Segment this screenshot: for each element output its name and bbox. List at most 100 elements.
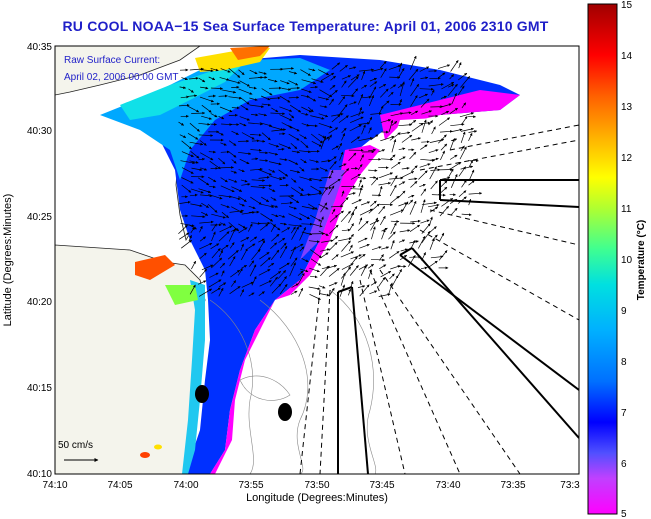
current-vector [450,207,458,216]
current-vector [349,66,357,70]
current-vector [188,88,194,93]
current-vector [238,203,245,207]
current-vector [179,134,187,138]
current-vector [238,196,247,202]
current-vector [279,95,291,103]
current-vector [461,213,472,217]
current-vector [439,232,445,242]
current-vector [341,80,347,88]
current-vector [270,249,280,261]
current-vector [438,72,446,78]
land-long-island [55,46,201,96]
current-vector [319,105,328,109]
current-vector [308,286,321,291]
current-vector [349,265,359,276]
radar-dashed-lines [299,124,579,474]
current-vector [297,270,304,276]
current-vector [348,288,352,296]
current-vector [460,116,468,126]
current-vector [388,91,394,98]
current-vector [208,76,216,81]
current-vector [389,184,397,197]
current-vector [397,84,404,89]
current-vector [410,219,421,223]
current-vector [248,205,256,210]
current-vector [420,158,435,162]
current-vector [438,134,447,144]
current-vector [231,85,240,89]
current-vector [370,217,379,231]
current-vector [420,266,428,270]
current-vector [358,253,366,260]
current-vector [309,192,323,196]
current-vector [341,240,351,252]
current-vector [249,69,258,75]
current-vector [187,133,199,140]
current-vector [310,185,322,193]
current-vector [397,68,405,79]
current-vector [311,140,322,147]
current-vector [238,88,253,95]
current-vector [318,285,326,289]
current-vector [279,106,293,112]
current-vector [369,86,377,99]
current-vector [218,231,230,242]
current-vector [337,210,344,216]
current-vector [329,214,338,223]
current-vector [358,264,369,270]
current-vector [398,190,406,198]
current-vector [409,151,417,160]
current-vector [211,248,221,259]
current-vector [368,148,377,152]
current-vector [318,69,330,76]
current-vector [460,76,471,88]
current-vector [259,252,270,260]
current-vector [328,264,337,269]
colorbar-ticks: 15 14 13 12 11 10 9 8 7 6 5 [621,0,633,519]
colorbar-tick: 9 [621,306,627,317]
current-vector [468,132,473,142]
current-vector [231,159,237,164]
current-vector [338,115,349,123]
current-vector [231,206,243,214]
current-vector [261,88,273,96]
current-vector [341,228,351,232]
current-vector [430,255,444,259]
current-vector [210,87,223,90]
current-vector [358,137,373,142]
colorbar-tick: 8 [621,357,627,368]
current-vector [268,79,278,83]
current-vector [469,169,475,180]
current-vector [371,177,379,186]
current-vector [369,290,378,295]
current-vector [290,226,296,234]
x-tick: 73:55 [238,480,263,491]
current-vector [328,127,339,134]
current-vector [220,204,230,208]
current-vector [429,238,435,250]
current-vector [190,227,195,234]
current-vector [219,106,233,113]
current-vector [258,176,270,179]
current-vector [278,143,292,149]
current-vector [319,293,330,297]
current-vector [360,265,367,276]
current-vector [260,95,271,101]
current-vector [301,112,309,116]
current-vector [390,265,401,270]
current-vector [210,243,220,250]
current-vector [278,237,286,243]
current-vector [238,169,245,173]
current-vector [309,159,319,163]
current-vector [280,80,290,85]
current-vector [440,95,447,99]
colorbar [587,3,618,515]
current-vector [320,248,330,252]
current-vector [401,134,413,143]
current-vector [391,139,397,153]
current-vector [239,158,250,165]
current-vector [259,122,273,127]
current-vector [421,230,431,244]
current-vector [239,289,245,297]
